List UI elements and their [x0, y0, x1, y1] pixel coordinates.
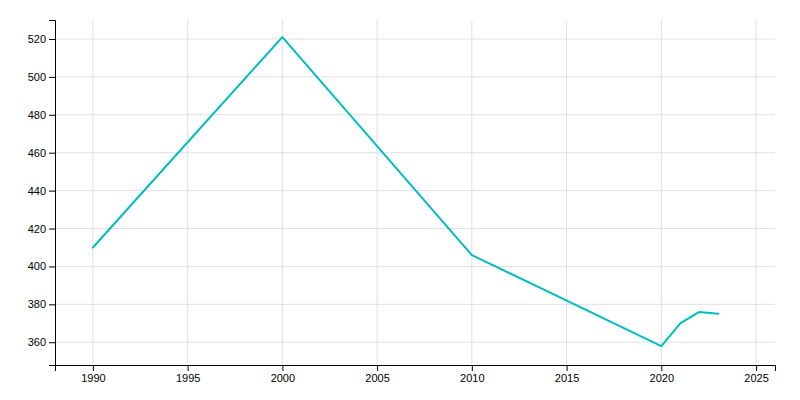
- grid-line-y: [55, 266, 775, 267]
- grid-line-x: [661, 20, 662, 365]
- y-tick-label: 480: [28, 109, 46, 121]
- x-tick-label: 2010: [460, 372, 484, 384]
- x-tick: 2005: [365, 365, 389, 384]
- x-tick: 1990: [81, 365, 105, 384]
- x-tick-label: 2005: [365, 372, 389, 384]
- y-tick-mark: [49, 77, 55, 78]
- grid-line-y: [55, 228, 775, 229]
- x-tick-mark: [93, 365, 94, 371]
- y-tick-label: 400: [28, 260, 46, 272]
- x-tick-mark: [567, 365, 568, 371]
- y-tick: 380: [28, 298, 55, 310]
- y-tick: 360: [28, 336, 55, 348]
- x-tick: 2020: [650, 365, 674, 384]
- line: [93, 37, 718, 346]
- y-tick: 460: [28, 147, 55, 159]
- chart: 1990 1995 2000 2005 2010 2015 2020 2025 360 380 40…: [0, 0, 800, 400]
- x-tick: 2000: [271, 365, 295, 384]
- x-tick-mark: [756, 365, 757, 371]
- grid-line-y: [55, 304, 775, 305]
- grid-line-x: [92, 20, 93, 365]
- x-tick-label: 1990: [81, 372, 105, 384]
- x-tick: 2010: [460, 365, 484, 384]
- x-tick-mark: [661, 365, 662, 371]
- grid-line-x: [566, 20, 567, 365]
- y-tick-mark: [49, 266, 55, 267]
- x-tick-label: 2015: [555, 372, 579, 384]
- plot: 1990 1995 2000 2005 2010 2015 2020 2025 360 380 40…: [28, 20, 776, 384]
- x-tick-label: 2000: [271, 372, 295, 384]
- x-tick: 2015: [555, 365, 579, 384]
- y-tick: 420: [28, 223, 55, 235]
- x-tick: 2025: [744, 365, 768, 384]
- x-axis-line: [56, 366, 776, 372]
- y-tick-mark: [49, 342, 55, 343]
- x-tick-mark: [188, 365, 189, 371]
- y-tick-label: 380: [28, 298, 46, 310]
- y-tick-mark: [49, 191, 55, 192]
- grid-line-x: [282, 20, 283, 365]
- y-axis: 360 380 400 420 440 460 480 500 520: [28, 21, 56, 366]
- y-tick-mark: [49, 115, 55, 116]
- x-tick-mark: [377, 365, 378, 371]
- x-axis: 1990 1995 2000 2005 2010 2015 2020 2025: [56, 365, 776, 384]
- y-tick-label: 460: [28, 147, 46, 159]
- y-tick: 500: [28, 71, 55, 83]
- grid-line-y: [55, 152, 775, 153]
- y-tick-mark: [49, 153, 55, 154]
- x-tick: 1995: [176, 365, 200, 384]
- y-tick-mark: [49, 304, 55, 305]
- y-tick-label: 500: [28, 71, 46, 83]
- y-tick-label: 440: [28, 185, 46, 197]
- grid-line-x: [187, 20, 188, 365]
- y-tick-mark: [49, 39, 55, 40]
- x-tick-mark: [472, 365, 473, 371]
- y-tick-mark: [49, 229, 55, 230]
- grid: [55, 20, 775, 365]
- y-tick-label: 520: [28, 33, 46, 45]
- x-tick-label: 2020: [650, 372, 674, 384]
- y-tick: 440: [28, 185, 55, 197]
- x-tick-mark: [282, 365, 283, 371]
- grid-line-x: [377, 20, 378, 365]
- y-tick-label: 420: [28, 223, 46, 235]
- grid-line-x: [471, 20, 472, 365]
- y-tick: 400: [28, 260, 55, 272]
- marks: [93, 37, 718, 346]
- grid-line-y: [55, 342, 775, 343]
- grid-line-x: [756, 20, 757, 365]
- grid-line-y: [55, 76, 775, 77]
- y-axis-line: [49, 21, 56, 366]
- x-tick-label: 2025: [744, 372, 768, 384]
- y-tick: 520: [28, 33, 55, 45]
- grid-line-y: [55, 38, 775, 39]
- x-tick-label: 1995: [176, 372, 200, 384]
- y-tick-label: 360: [28, 336, 46, 348]
- grid-line-y: [55, 114, 775, 115]
- y-tick: 480: [28, 109, 55, 121]
